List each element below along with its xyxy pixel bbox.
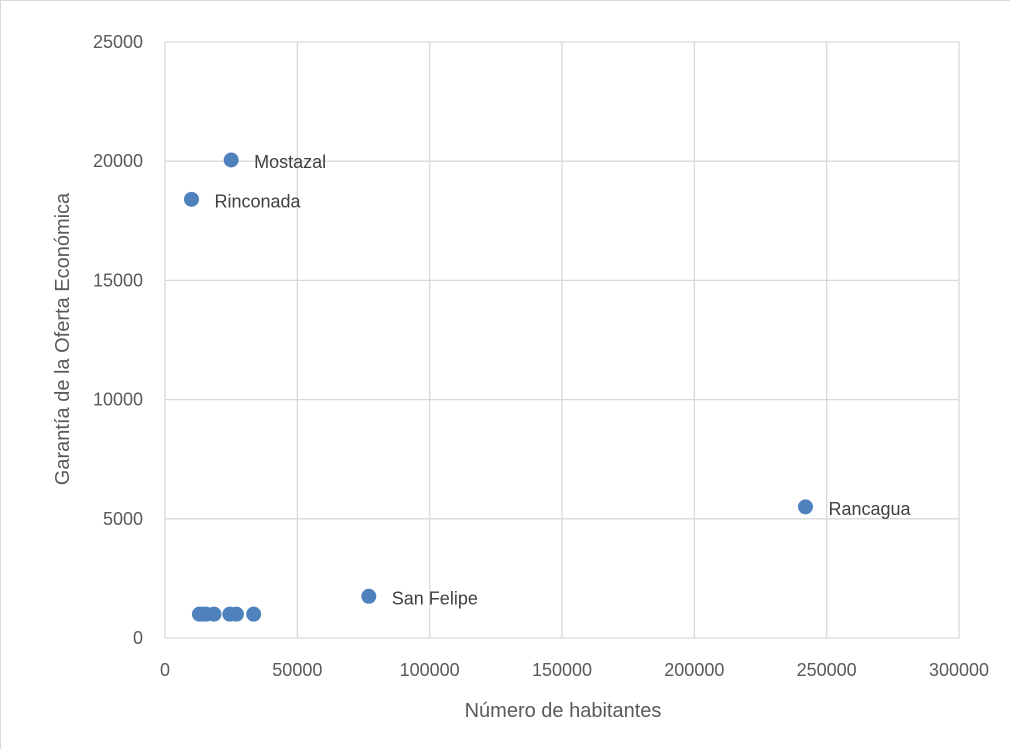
y-tick-label: 15000 <box>93 270 143 290</box>
x-axis-title: Número de habitantes <box>465 700 662 722</box>
data-point <box>797 499 813 515</box>
y-tick-label: 5000 <box>103 509 143 529</box>
data-point <box>228 606 244 622</box>
y-tick-label: 0 <box>133 628 143 648</box>
x-axis-ticks: 0 50000 100000 150000 200000 250000 300000 <box>160 660 989 680</box>
x-tick-label: 100000 <box>400 660 460 680</box>
x-tick-label: 300000 <box>929 660 989 680</box>
y-axis-title: Garantía de la Oferta Económica <box>52 192 74 485</box>
data-point <box>361 588 377 604</box>
x-tick-label: 0 <box>160 660 170 680</box>
data-point <box>246 606 262 622</box>
x-tick-label: 200000 <box>664 660 724 680</box>
data-label: Mostazal <box>254 152 326 172</box>
data-point <box>223 152 239 168</box>
data-label: Rancagua <box>828 499 911 519</box>
gridlines <box>164 41 960 639</box>
data-point <box>183 191 199 207</box>
data-label: San Felipe <box>392 588 478 608</box>
data-point <box>206 606 222 622</box>
data-points <box>183 152 813 622</box>
data-label: Rinconada <box>214 191 301 211</box>
x-tick-label: 50000 <box>272 660 322 680</box>
y-tick-label: 25000 <box>93 32 143 52</box>
y-tick-label: 10000 <box>93 390 143 410</box>
y-tick-label: 20000 <box>93 151 143 171</box>
x-tick-label: 150000 <box>532 660 592 680</box>
data-labels: Mostazal Rinconada Rancagua San Felipe <box>214 152 911 608</box>
y-axis-ticks: 0 5000 10000 15000 20000 25000 <box>93 32 143 648</box>
x-tick-label: 250000 <box>797 660 857 680</box>
